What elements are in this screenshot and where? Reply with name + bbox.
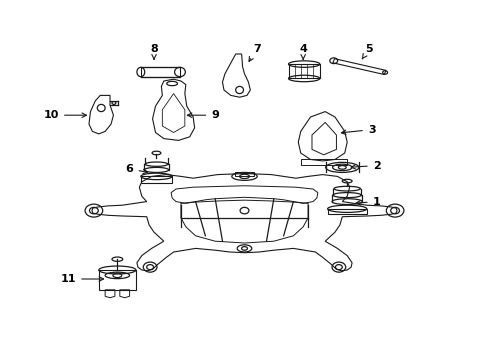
Text: 7: 7	[248, 44, 260, 61]
Text: 6: 6	[125, 164, 147, 174]
Text: 2: 2	[350, 161, 380, 171]
Text: 8: 8	[150, 44, 158, 59]
Text: 4: 4	[299, 44, 306, 59]
Text: 5: 5	[362, 44, 372, 59]
Text: 10: 10	[43, 110, 86, 120]
Text: 1: 1	[355, 197, 380, 207]
Text: 3: 3	[341, 125, 375, 135]
Text: 11: 11	[61, 274, 103, 284]
Text: 9: 9	[187, 110, 219, 120]
